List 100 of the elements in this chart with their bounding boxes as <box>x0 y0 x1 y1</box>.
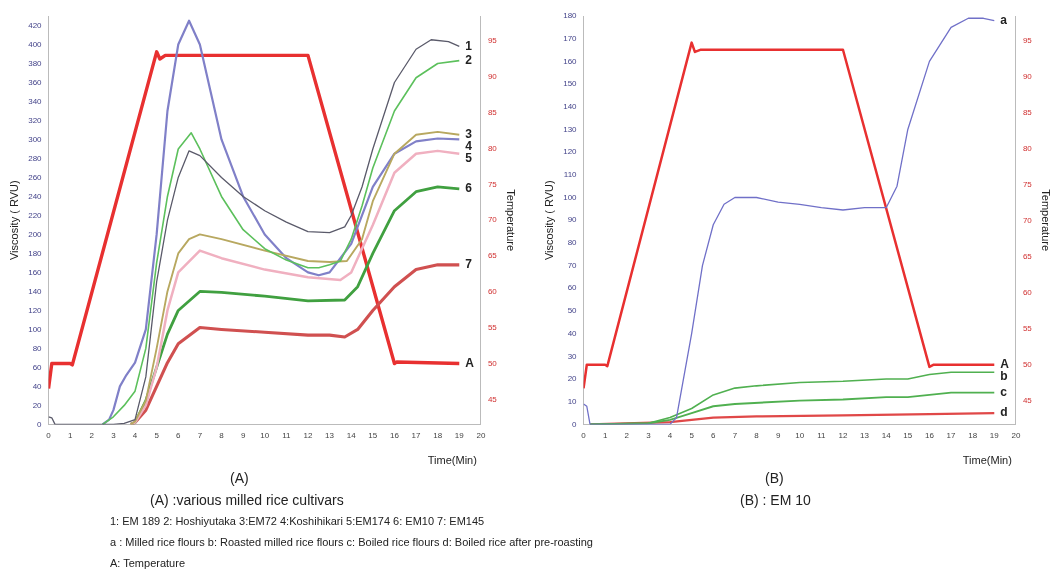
x-tick-label: 10 <box>260 431 270 441</box>
y-tick-label: 140 <box>563 101 578 111</box>
x-tick-label: 2 <box>89 431 95 441</box>
y-tick-label: 260 <box>28 172 43 182</box>
x-tick-label: 1 <box>67 431 73 441</box>
y-tick-label: 400 <box>28 39 43 49</box>
x-tick-label: 8 <box>219 431 225 441</box>
x-tick-label: 17 <box>946 431 957 441</box>
x-tick-label: 13 <box>860 431 870 441</box>
x-tick-label: 0 <box>581 431 587 441</box>
y-tick-label: 60 <box>567 283 578 293</box>
y-tick-label: 70 <box>567 260 578 270</box>
y2-axis-title: Temperature <box>505 189 518 252</box>
x-tick-label: 2 <box>624 431 630 441</box>
series-label: d <box>1000 405 1008 420</box>
y-tick-label: 100 <box>563 192 578 202</box>
x-tick-label: 3 <box>111 431 117 441</box>
y2-tick-label: 75 <box>1022 180 1033 190</box>
text: (B) <box>765 470 784 486</box>
series-label: b <box>1000 369 1008 384</box>
y-tick-label: 0 <box>572 419 578 429</box>
y-tick-label: 40 <box>32 381 43 391</box>
x-tick-label: 19 <box>454 431 465 441</box>
y2-tick-label: 80 <box>487 143 498 153</box>
series-label: 4 <box>465 139 473 154</box>
text: (A) :various milled rice cultivars <box>150 492 344 508</box>
text: 1: EM 189 2: Hoshiyutaka 3:EM72 4:Koshihikari 5:EM174 6: EM10 7: EM145 <box>110 515 485 527</box>
y2-tick-label: 45 <box>1022 395 1033 405</box>
y2-tick-label: 50 <box>1022 359 1033 369</box>
x-tick-label: 12 <box>838 431 848 441</box>
x-tick-label: 4 <box>667 431 673 441</box>
y2-tick-label: 65 <box>1022 252 1033 262</box>
y-axis-title: Viscosity ( RVU) <box>7 180 20 261</box>
text: A: Temperature <box>110 557 186 569</box>
series-label: c <box>1000 384 1008 399</box>
text: (B) : EM 10 <box>740 492 811 508</box>
y-tick-label: 420 <box>28 20 43 30</box>
y2-tick-label: 85 <box>1022 108 1033 118</box>
y-tick-label: 0 <box>37 419 43 429</box>
y-tick-label: 140 <box>28 286 43 296</box>
x-axis-title: Time(Min) <box>962 454 1012 466</box>
y-tick-label: 300 <box>28 134 43 144</box>
y-tick-label: 320 <box>28 115 43 125</box>
x-tick-label: 18 <box>433 431 443 441</box>
x-tick-label: 8 <box>754 431 760 441</box>
x-tick-label: 20 <box>476 431 486 441</box>
x-tick-label: 14 <box>346 431 357 441</box>
y2-tick-label: 55 <box>487 322 498 332</box>
y2-tick-label: 80 <box>1022 144 1033 154</box>
series-label: a <box>1000 12 1008 27</box>
y-tick-label: 170 <box>563 33 578 43</box>
x-tick-label: 15 <box>368 431 378 441</box>
y-tick-label: 120 <box>28 305 43 315</box>
x-tick-label: 0 <box>46 431 52 441</box>
y2-tick-label: 65 <box>487 251 498 261</box>
y-tick-label: 120 <box>563 147 578 157</box>
y-tick-label: 200 <box>28 229 43 239</box>
y-tick-label: 360 <box>28 77 43 87</box>
x-tick-label: 11 <box>817 431 827 441</box>
y-tick-label: 220 <box>28 210 43 220</box>
y-tick-label: 30 <box>567 351 578 361</box>
y2-tick-label: 60 <box>1022 288 1033 298</box>
y2-tick-label: 95 <box>1022 36 1033 46</box>
y2-tick-label: 75 <box>487 179 498 189</box>
y-tick-label: 130 <box>563 124 578 134</box>
y2-tick-label: 90 <box>487 72 498 82</box>
x-tick-label: 12 <box>303 431 313 441</box>
y-tick-label: 110 <box>563 170 578 180</box>
series-label: A <box>465 355 475 370</box>
x-tick-label: 14 <box>881 431 892 441</box>
series-label: A <box>1000 357 1010 372</box>
series-label: 2 <box>465 52 473 67</box>
x-tick-label: 13 <box>325 431 335 441</box>
y2-tick-label: 55 <box>1022 323 1033 333</box>
x-tick-label: 20 <box>1011 431 1021 441</box>
x-tick-label: 6 <box>176 431 182 441</box>
x-tick-label: 9 <box>775 431 781 441</box>
y-tick-label: 20 <box>32 400 43 410</box>
y2-tick-label: 95 <box>487 36 498 46</box>
x-tick-label: 5 <box>689 431 695 441</box>
y-tick-label: 340 <box>28 96 43 106</box>
y-axis-title: Viscosity ( RVU) <box>542 180 555 261</box>
series-label: 3 <box>465 127 473 142</box>
y2-tick-label: 70 <box>1022 216 1033 226</box>
y-tick-label: 180 <box>28 248 43 258</box>
x-tick-label: 5 <box>154 431 160 441</box>
y-tick-label: 240 <box>28 191 43 201</box>
series-label: 7 <box>465 257 473 272</box>
y-tick-label: 280 <box>28 153 43 163</box>
x-tick-label: 9 <box>240 431 246 441</box>
y-tick-label: 100 <box>28 324 43 334</box>
y2-tick-label: 90 <box>1022 72 1033 82</box>
y2-tick-label: 60 <box>487 287 498 297</box>
x-tick-label: 3 <box>646 431 652 441</box>
x-tick-label: 10 <box>795 431 805 441</box>
y-tick-label: 380 <box>28 58 43 68</box>
x-tick-label: 7 <box>732 431 738 441</box>
y-tick-label: 150 <box>563 79 578 89</box>
y2-tick-label: 50 <box>487 358 498 368</box>
y-tick-label: 180 <box>563 11 578 21</box>
